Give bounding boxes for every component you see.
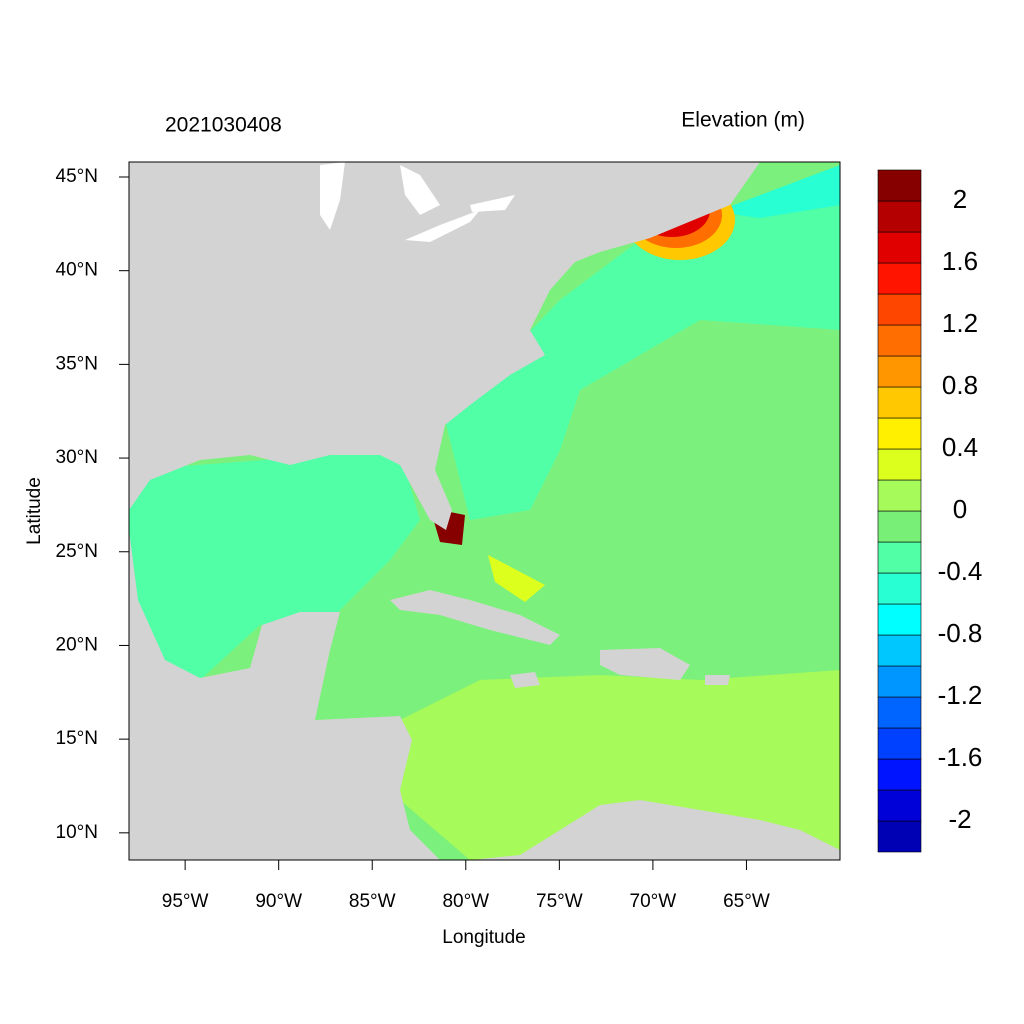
colorbar-box xyxy=(877,820,922,853)
x-tick-label: 65°W xyxy=(723,891,770,912)
land xyxy=(600,648,690,680)
lake xyxy=(400,165,440,215)
colorbar-box xyxy=(877,789,922,822)
colorbar-box xyxy=(877,231,922,264)
land xyxy=(390,590,560,645)
x-axis-label: Longitude xyxy=(442,927,525,948)
colorbar-tick-label: 0 xyxy=(953,494,967,524)
colorbar-tick-label: -0.4 xyxy=(938,556,983,586)
colorbar-tick-label: -0.8 xyxy=(938,618,983,648)
y-tick-label: 10°N xyxy=(56,822,98,843)
coastal-water xyxy=(445,190,840,520)
land xyxy=(129,162,760,530)
colorbar-tick-label: 0.8 xyxy=(942,370,978,400)
colorbar-tick-label: -1.6 xyxy=(938,742,983,772)
colorbar-box xyxy=(877,386,922,419)
colorbar-box xyxy=(877,479,922,512)
colorbar-box xyxy=(877,200,922,233)
bank-water xyxy=(488,555,545,602)
plot-frame xyxy=(128,161,841,861)
y-tick-label: 45°N xyxy=(56,166,98,187)
land xyxy=(129,530,440,860)
y-axis-label: Latitude xyxy=(24,477,45,545)
colorbar-tick-label: 0.4 xyxy=(942,432,978,462)
y-tick-label: 15°N xyxy=(56,728,98,749)
colorbar-box xyxy=(877,355,922,388)
colorbar-title: Elevation (m) xyxy=(681,109,805,132)
x-tick-label: 85°W xyxy=(349,891,396,912)
y-tick-label: 35°N xyxy=(56,353,98,374)
colorbar-box xyxy=(877,696,922,729)
colorbar-tick-label: -2 xyxy=(948,804,971,834)
y-tick-label: 30°N xyxy=(56,447,98,468)
colorbar-tick-label: 2 xyxy=(953,184,967,214)
y-tick-label: 20°N xyxy=(56,634,98,655)
land xyxy=(510,672,540,688)
land xyxy=(705,675,730,685)
x-tick-label: 70°W xyxy=(630,891,677,912)
y-tick-label: 40°N xyxy=(56,260,98,281)
colorbar-box xyxy=(877,169,922,202)
colorbar-box xyxy=(877,448,922,481)
gulf-water xyxy=(129,450,420,680)
colorbar-box xyxy=(877,665,922,698)
colorbar-box xyxy=(877,510,922,543)
colorbar-box xyxy=(877,293,922,326)
colorbar-tick-label: -1.2 xyxy=(938,680,983,710)
colorbar-box xyxy=(877,324,922,357)
map-title: 2021030408 xyxy=(165,114,282,137)
x-tick-label: 95°W xyxy=(162,891,209,912)
colorbar-box xyxy=(877,727,922,760)
y-tick-label: 25°N xyxy=(56,541,98,562)
lake xyxy=(320,162,345,230)
caribbean-water xyxy=(400,670,840,860)
x-tick-label: 75°W xyxy=(536,891,583,912)
colorbar-tick-label: 1.2 xyxy=(942,308,978,338)
x-tick-label: 80°W xyxy=(442,891,489,912)
shelf-water xyxy=(715,165,840,218)
lake xyxy=(405,210,480,242)
colorbar-box xyxy=(877,634,922,667)
x-tick-label: 90°W xyxy=(255,891,302,912)
colorbar-box xyxy=(877,572,922,605)
colorbar-box xyxy=(877,262,922,295)
colorbar-tick-label: 1.6 xyxy=(942,246,978,276)
map-field xyxy=(129,162,840,860)
land xyxy=(470,800,840,860)
colorbar-box xyxy=(877,758,922,791)
lake xyxy=(470,195,515,212)
colorbar-box xyxy=(877,603,922,636)
colorbar-box xyxy=(877,417,922,450)
colorbar-box xyxy=(877,541,922,574)
